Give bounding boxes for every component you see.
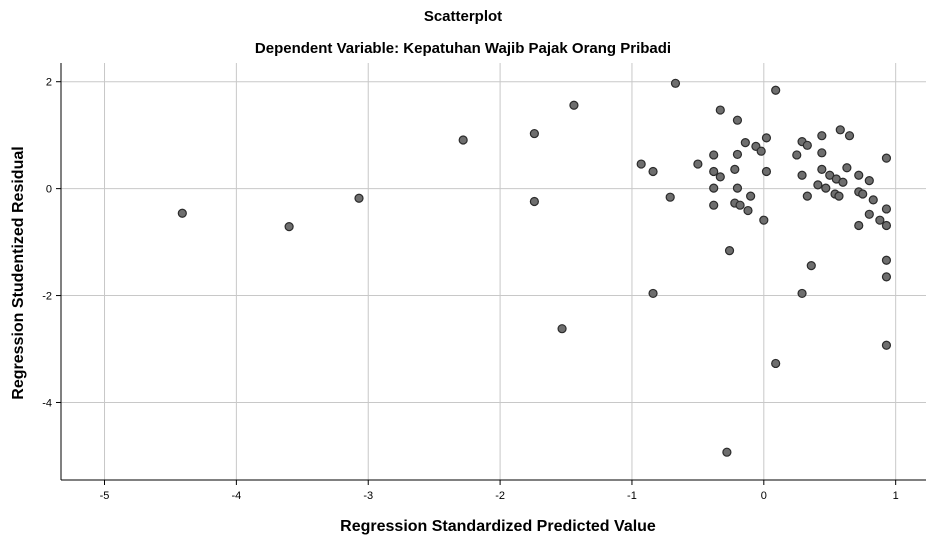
x-axis-label: Regression Standardized Predicted Value [340,518,656,535]
scatter-point [715,172,725,182]
scatter-point [636,159,646,169]
y-axis-label: Regression Studentized Residual [10,146,27,399]
scatter-point [709,150,719,160]
x-tick-label: -4 [231,490,241,502]
scatter-point [806,261,816,271]
scatter-point [881,153,892,163]
scatter-point [864,209,874,219]
scatter-point [881,204,892,214]
scatter-point [746,191,756,201]
scatter-point [709,166,719,177]
scatter-point [284,221,294,232]
scatter-point [715,105,725,115]
scatter-point [529,196,539,207]
scatter-point [881,340,892,350]
scatter-point [569,100,579,110]
scatter-point [709,200,719,210]
data-points [177,78,892,457]
scatter-point [854,170,864,180]
scatter-point [835,125,845,135]
scatter-point [854,220,864,231]
scatter-point [177,208,187,218]
scatter-point [771,85,781,95]
scatter-point [858,189,868,199]
scatter-point [821,183,831,193]
scatter-point [881,255,892,265]
scatter-point [797,288,807,299]
scatter-point [802,191,812,201]
scatter-point [648,288,658,299]
scatter-point [756,146,766,156]
y-tick-label: -4 [42,397,52,409]
scatter-point [724,246,735,256]
scatter-point [838,177,848,187]
x-tick-label: -3 [363,490,373,502]
scatter-point [529,128,539,139]
scatter-point [834,191,844,201]
tick-labels: -5 -4 -3 -2 -1 0 1 2 0 -2 -4 [42,77,899,502]
scatter-point [670,78,681,88]
chart-title: Scatterplot [423,8,503,25]
y-tick-label: 2 [46,77,52,89]
scatter-point [761,166,772,177]
scatter-point [732,149,743,160]
scatter-point [740,138,750,148]
x-tick-label: 1 [893,490,899,502]
scatter-point [709,183,719,193]
plot-axes [56,63,926,485]
scatter-point [743,205,753,216]
scatter-point [732,183,743,193]
scatter-point [864,176,874,186]
x-tick-label: -2 [495,490,505,502]
scatter-point [875,215,885,225]
chart-subtitle: Dependent Variable: Kepatuhan Wajib Paja… [254,40,672,57]
scatter-point [792,150,802,160]
scatter-point [735,200,745,210]
scatter-point [665,192,675,202]
scatter-point [771,358,781,369]
x-tick-label: -5 [100,490,110,502]
scatter-point [881,220,892,231]
scatter-point [722,447,732,457]
scatter-point [797,170,807,180]
scatter-point [842,163,852,173]
scatter-point [732,115,743,125]
scatter-point [802,140,812,150]
scatter-point [868,195,878,205]
scatter-point [817,131,827,141]
scatter-point [648,166,658,177]
x-tick-label: -1 [627,490,637,502]
x-tick-label: 0 [761,490,767,502]
scatter-point [813,180,823,190]
scatter-point [844,131,855,141]
grid-lines [61,63,926,480]
scatter-point [761,133,772,143]
scatter-point [458,135,468,145]
scatter-point [817,148,827,158]
scatter-point [730,164,740,174]
y-tick-label: 0 [46,184,52,196]
scatter-point [881,272,892,282]
scatter-point [354,193,364,203]
scatter-point [759,215,769,225]
scatter-point [557,324,567,334]
y-tick-label: -2 [42,291,52,303]
scatter-point [817,164,827,174]
scatter-point [693,159,703,169]
